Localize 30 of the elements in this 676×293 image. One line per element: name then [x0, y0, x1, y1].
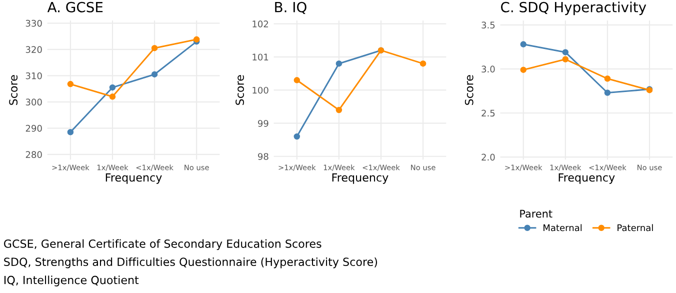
chart-title: C. SDQ Hyperactivity [501, 2, 646, 16]
text: GCSE, General Certificate of Secondary Education Scores [4, 239, 322, 250]
y-tick-label: 330 [26, 20, 42, 27]
y-tick-label: 3.0 [482, 66, 495, 73]
y-tick-label: 280 [26, 151, 42, 158]
legend-title: Parent [520, 210, 552, 218]
x-axis-title: Frequency [106, 173, 162, 184]
chart-title: B. IQ [275, 2, 306, 14]
y-tick-label: 2.5 [482, 110, 495, 117]
y-tick-label: 100 [252, 86, 268, 94]
legend-label: Maternal [544, 224, 582, 232]
legend-label: Paternal [618, 224, 653, 232]
y-axis-title: Score [9, 75, 18, 105]
y-tick-label: 310 [26, 72, 42, 80]
y-tick-label: 290 [26, 124, 42, 132]
y-axis-title: Score [464, 75, 474, 105]
y-axis-title: Score [236, 75, 244, 105]
chart-title: A. GCSE [47, 2, 103, 12]
y-tick-label: 3.5 [482, 22, 495, 28]
x-axis-title: Frequency [332, 173, 388, 184]
x-axis-title: Frequency [558, 173, 615, 184]
text: SDQ, Strengths and Difficulties Questionnaire (Hyperactivity Score) [4, 257, 378, 268]
y-tick-label: 300 [26, 98, 42, 106]
y-tick-label: 320 [26, 46, 42, 53]
y-tick-label: 101 [252, 54, 268, 61]
y-tick-label: 2.0 [482, 154, 495, 161]
text: IQ, Intelligence Quotient [4, 276, 139, 286]
y-tick-label: 99 [258, 120, 268, 127]
y-tick-label: 102 [252, 20, 268, 28]
y-tick-label: 98 [258, 153, 268, 160]
